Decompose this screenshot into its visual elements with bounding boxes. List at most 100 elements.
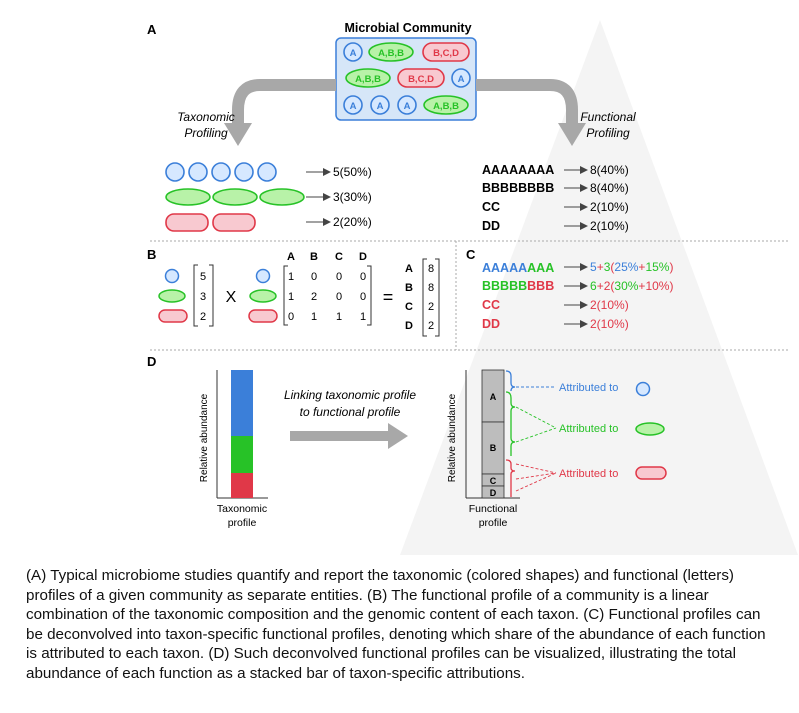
- result-label-c: C: [405, 301, 413, 313]
- svg-text:A,B,B: A,B,B: [433, 101, 459, 112]
- svg-text:1: 1: [336, 311, 342, 323]
- func-count-arrows: [564, 166, 588, 230]
- func-count-b: 8(40%): [590, 181, 629, 195]
- result-label-a: A: [405, 263, 413, 275]
- c-arrows: [564, 263, 588, 328]
- tax-bar-blue: [231, 370, 253, 436]
- taxonomic-arrow: [232, 79, 336, 125]
- svg-text:A,B,B: A,B,B: [355, 74, 381, 85]
- attributed-green-shape: [635, 422, 665, 436]
- svg-text:A,B,B: A,B,B: [378, 48, 404, 59]
- vector-value-3: 2: [200, 311, 206, 323]
- matrix-bracket-left: [283, 265, 288, 326]
- svg-text:0: 0: [288, 311, 294, 323]
- c-row-d-count: 2(10%): [590, 317, 629, 331]
- attributed-blue: Attributed to: [559, 382, 618, 394]
- c-row-a-name: AAAAAAAA: [482, 261, 554, 275]
- functional-arrow: [476, 79, 578, 125]
- matrix-bracket-right: [367, 265, 372, 326]
- attributed-blue-shape: [635, 381, 651, 397]
- attributed-green: Attributed to: [559, 423, 618, 435]
- func-seg-label-c: C: [490, 476, 497, 486]
- svg-text:0: 0: [336, 291, 342, 303]
- panel-d-label: D: [147, 354, 156, 369]
- result-label-d: D: [405, 320, 413, 332]
- b-vector-shapes: [158, 268, 188, 323]
- tax-xlabel: Taxonomic: [217, 503, 267, 515]
- vector-value-1: 5: [200, 271, 206, 283]
- tax-count-2: 3(30%): [333, 190, 372, 204]
- tax-bar-green: [231, 436, 253, 473]
- svg-text:A: A: [350, 101, 357, 112]
- result-value-a: 8: [428, 263, 434, 275]
- c-row-b-count: 6+2(30%+10%): [590, 279, 673, 293]
- tax-bar-red: [231, 473, 253, 498]
- functional-arrow-head: [558, 123, 586, 146]
- func-bar-segment-d: [481, 485, 505, 499]
- svg-text:A: A: [404, 101, 411, 112]
- result-bracket-left: [422, 258, 427, 337]
- panel-a-label: A: [147, 22, 157, 37]
- attributed-red: Attributed to: [559, 468, 618, 480]
- matrix-col-d: D: [359, 251, 367, 263]
- figure: A Microbial Community A A,B,B B,C,D A,B,…: [147, 20, 798, 555]
- c-row-d-name: DD: [482, 317, 500, 331]
- taxonomic-profiling-label-2: Profiling: [184, 126, 228, 140]
- panel-c-label: C: [466, 247, 476, 262]
- func-seg-label-d: D: [490, 488, 497, 498]
- tax-ylabel: Relative abundance: [199, 393, 210, 482]
- functional-profiling-label-2: Profiling: [586, 126, 630, 140]
- svg-text:1: 1: [288, 291, 294, 303]
- svg-text:B,C,D: B,C,D: [408, 74, 434, 85]
- func-ylabel: Relative abundance: [447, 393, 458, 482]
- figure-caption: (A) Typical microbiome studies quantify …: [26, 567, 766, 682]
- c-row-b-name: BBBBBBBB: [482, 279, 554, 293]
- result-label-b: B: [405, 282, 413, 294]
- func-xlabel: Functional: [469, 503, 517, 515]
- svg-text:0: 0: [311, 271, 317, 283]
- svg-text:2: 2: [311, 291, 317, 303]
- c-row-c-name: CC: [482, 298, 500, 312]
- matrix-col-a: A: [287, 251, 295, 263]
- func-name-c: CC: [482, 200, 500, 214]
- attribution-braces: [505, 370, 516, 497]
- vector-bracket-left: [193, 264, 198, 327]
- attributed-red-shape: [635, 466, 667, 480]
- tax-count-arrows: [306, 168, 331, 226]
- func-count-a: 8(40%): [590, 163, 629, 177]
- linking-arrow-body: [290, 431, 388, 441]
- svg-text:1: 1: [311, 311, 317, 323]
- panel-b-label: B: [147, 247, 156, 262]
- matrix-values: 1 0 0 0 1 2 0 0 0 1 1 1: [288, 271, 366, 323]
- b-matrix-shapes: [248, 268, 278, 323]
- functional-profiling-label: Functional: [580, 110, 636, 124]
- tax-count-1: 5(50%): [333, 165, 372, 179]
- svg-text:0: 0: [360, 291, 366, 303]
- taxonomic-arrow-head: [224, 123, 252, 146]
- tax-count-3: 2(20%): [333, 215, 372, 229]
- result-value-c: 2: [428, 301, 434, 313]
- svg-text:A: A: [350, 48, 357, 59]
- svg-text:1: 1: [288, 271, 294, 283]
- func-name-d: DD: [482, 219, 500, 233]
- matrix-col-b: B: [310, 251, 318, 263]
- linking-arrow-head: [388, 423, 408, 449]
- func-seg-label-a: A: [490, 392, 497, 402]
- c-row-c-count: 2(10%): [590, 298, 629, 312]
- matrix-col-c: C: [335, 251, 343, 263]
- svg-text:A: A: [458, 74, 465, 85]
- tax-xlabel-2: profile: [228, 517, 257, 529]
- community-members: A A,B,B B,C,D A,B,B B,C,D A A A A A,B,B: [343, 42, 471, 115]
- tax-profile-shapes: [165, 162, 305, 232]
- svg-text:0: 0: [336, 271, 342, 283]
- func-xlabel-2: profile: [479, 517, 508, 529]
- func-count-c: 2(10%): [590, 200, 629, 214]
- times-symbol: X: [226, 289, 237, 306]
- svg-text:B,C,D: B,C,D: [433, 48, 459, 59]
- attribution-leaders: [515, 386, 557, 492]
- linking-text-2: to functional profile: [300, 405, 401, 419]
- func-name-a: AAAAAAAA: [482, 163, 554, 177]
- community-title: Microbial Community: [344, 21, 471, 35]
- taxonomic-profiling-label: Taxonomic: [177, 110, 235, 124]
- func-name-b: BBBBBBBB: [482, 181, 554, 195]
